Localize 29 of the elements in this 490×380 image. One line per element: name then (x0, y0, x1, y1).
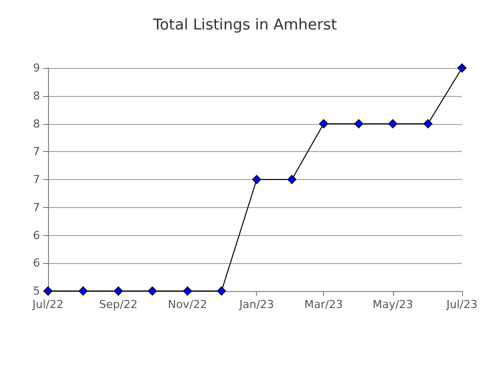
point (217, 286, 226, 296)
point (319, 119, 328, 128)
point (114, 286, 123, 296)
y-tick-label: 7 (33, 173, 40, 186)
point (388, 119, 398, 128)
y-tick-label: 5 (33, 284, 40, 298)
point (183, 286, 192, 296)
x-tick-label: Jul/22 (32, 298, 64, 311)
x-tick-label: Nov/22 (168, 298, 208, 311)
point (148, 286, 157, 296)
y-tick-label: 7 (33, 200, 40, 214)
point (458, 64, 466, 72)
x-tick-label: May/23 (372, 298, 414, 311)
point (354, 119, 364, 128)
y-tick-label: 6 (33, 256, 40, 270)
y-tick-label: 9 (33, 62, 40, 74)
point (287, 175, 296, 184)
x-tick-label: Jan/23 (238, 298, 274, 311)
chart-title: Total Listings in Amherst (152, 16, 337, 34)
y-tick-label: 6 (33, 228, 40, 242)
y-tick-label: 8 (33, 89, 40, 102)
point (423, 119, 432, 128)
point (252, 175, 262, 184)
x-tick-label: Mar/23 (304, 298, 343, 311)
x-tick-label: Jul/23 (446, 298, 478, 311)
point (78, 286, 88, 296)
y-tick-label: 8 (33, 117, 40, 130)
y-tick-label: 7 (33, 145, 40, 158)
x-tick-label: Sep/22 (99, 298, 138, 311)
